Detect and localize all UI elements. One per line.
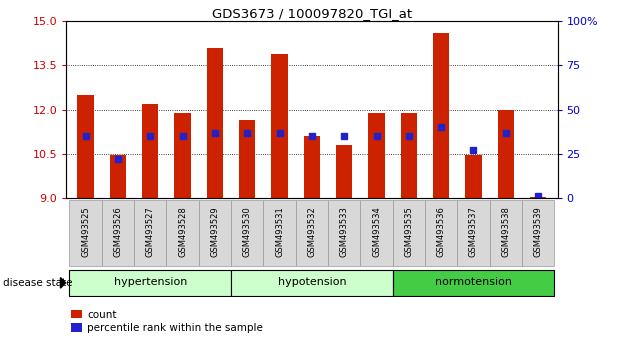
Text: GSM493538: GSM493538 (501, 206, 510, 257)
FancyBboxPatch shape (101, 200, 134, 266)
Text: GSM493533: GSM493533 (340, 206, 348, 257)
FancyBboxPatch shape (198, 200, 231, 266)
Legend: count, percentile rank within the sample: count, percentile rank within the sample (71, 310, 263, 333)
Bar (336, 145, 352, 198)
FancyBboxPatch shape (457, 200, 490, 266)
Text: GSM493537: GSM493537 (469, 206, 478, 257)
Bar (272, 54, 288, 198)
Bar (142, 104, 158, 198)
Bar (433, 33, 449, 198)
FancyBboxPatch shape (134, 200, 166, 266)
Bar (77, 95, 94, 198)
Text: hypertension: hypertension (113, 277, 187, 287)
Text: disease state: disease state (3, 278, 72, 288)
Bar (466, 155, 481, 198)
FancyBboxPatch shape (392, 270, 554, 296)
Text: GSM493526: GSM493526 (113, 206, 122, 257)
Text: GSM493532: GSM493532 (307, 206, 316, 257)
FancyBboxPatch shape (69, 200, 101, 266)
Text: GSM493534: GSM493534 (372, 206, 381, 257)
FancyBboxPatch shape (425, 200, 457, 266)
FancyBboxPatch shape (490, 200, 522, 266)
Text: normotension: normotension (435, 277, 512, 287)
Bar (369, 113, 384, 198)
Bar (110, 155, 126, 198)
FancyBboxPatch shape (295, 200, 328, 266)
FancyBboxPatch shape (360, 200, 392, 266)
FancyBboxPatch shape (166, 200, 198, 266)
Text: GSM493529: GSM493529 (210, 206, 219, 257)
Text: GSM493539: GSM493539 (534, 206, 542, 257)
Bar (401, 113, 417, 198)
Text: GSM493528: GSM493528 (178, 206, 187, 257)
FancyBboxPatch shape (231, 270, 392, 296)
Bar (175, 113, 191, 198)
Title: GDS3673 / 100097820_TGI_at: GDS3673 / 100097820_TGI_at (212, 7, 412, 20)
FancyBboxPatch shape (263, 200, 295, 266)
Text: GSM493527: GSM493527 (146, 206, 155, 257)
Bar (530, 197, 546, 198)
Text: GSM493536: GSM493536 (437, 206, 445, 257)
FancyBboxPatch shape (328, 200, 360, 266)
Text: hypotension: hypotension (278, 277, 346, 287)
Bar (239, 120, 255, 198)
FancyBboxPatch shape (522, 200, 554, 266)
Text: GSM493535: GSM493535 (404, 206, 413, 257)
Text: GSM493525: GSM493525 (81, 206, 90, 257)
Bar (207, 48, 223, 198)
Text: GSM493531: GSM493531 (275, 206, 284, 257)
Text: GSM493530: GSM493530 (243, 206, 252, 257)
FancyBboxPatch shape (231, 200, 263, 266)
FancyBboxPatch shape (69, 270, 231, 296)
Bar (498, 110, 514, 198)
FancyBboxPatch shape (392, 200, 425, 266)
Bar (304, 136, 320, 198)
